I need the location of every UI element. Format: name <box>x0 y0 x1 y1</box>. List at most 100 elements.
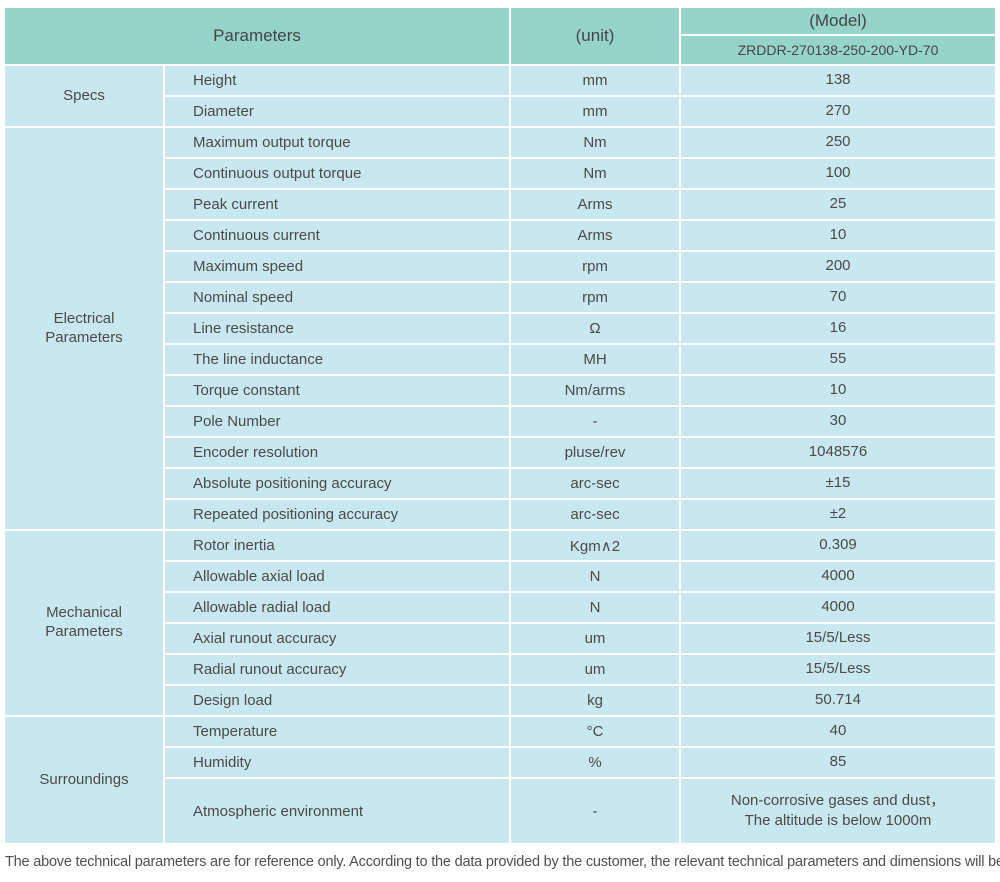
unit-cell: arc-sec <box>511 469 679 498</box>
value-cell: ±15 <box>681 469 995 498</box>
table-row: Maximum speed rpm 200 <box>5 252 995 281</box>
unit-cell: um <box>511 655 679 684</box>
value-cell: 15/5/Less <box>681 624 995 653</box>
param-cell: Continuous current <box>165 221 509 250</box>
table-row: Torque constant Nm/arms 10 <box>5 376 995 405</box>
table-row: Repeated positioning accuracy arc-sec ±2 <box>5 500 995 529</box>
value-cell: 100 <box>681 159 995 188</box>
table-row: Humidity% 85 <box>5 748 995 777</box>
table-row: Axial runout accuracy um 15/5/Less <box>5 624 995 653</box>
param-cell: Continuous output torque <box>165 159 509 188</box>
group-cell-surroundings: Surroundings <box>5 717 163 843</box>
table-row: Allowable radial load N 4000 <box>5 593 995 622</box>
table-row: Allowable axial load N 4000 <box>5 562 995 591</box>
unit-cell: Nm/arms <box>511 376 679 405</box>
footnote: The above technical parameters are for r… <box>5 854 1000 870</box>
table-row: Pole Number -30 <box>5 407 995 436</box>
table-row: Design load kg 50.714 <box>5 686 995 715</box>
table-row: Mechanical Parameters Rotor inertia Kgm∧2 0… <box>5 531 995 715</box>
value-cell: 50.714 <box>681 686 995 715</box>
param-cell: Allowable axial load <box>165 562 509 591</box>
value-cell: 85 <box>681 748 995 777</box>
header-row-top: Parameters (unit) (Model) <box>5 8 995 64</box>
table-row: Line resistance Ω 16 <box>5 314 995 343</box>
value-cell: 30 <box>681 407 995 436</box>
param-cell: Maximum speed <box>165 252 509 281</box>
unit-cell: - <box>511 407 679 436</box>
param-cell: Allowable radial load <box>165 593 509 622</box>
param-cell: Axial runout accuracy <box>165 624 509 653</box>
value-cell: 40 <box>681 717 995 746</box>
param-cell: Rotor inertia <box>165 531 509 560</box>
value-cell: 15/5/Less <box>681 655 995 684</box>
group-cell-mechanical-parameters: Mechanical Parameters <box>5 531 163 715</box>
param-cell: Peak current <box>165 190 509 219</box>
unit-cell: Arms <box>511 190 679 219</box>
value-cell: Non-corrosive gases and dust， The altitu… <box>681 779 995 843</box>
table-row: Radial runout accuracy um 15/5/Less <box>5 655 995 684</box>
value-cell: 55 <box>681 345 995 374</box>
value-cell: 138 <box>681 66 995 95</box>
value-cell: 200 <box>681 252 995 281</box>
unit-cell: N <box>511 562 679 591</box>
value-cell: ±2 <box>681 500 995 529</box>
unit-cell: rpm <box>511 283 679 312</box>
unit-cell: Ω <box>511 314 679 343</box>
table-row: Surroundings Temperature °C 40 <box>5 717 995 843</box>
model-number: ZRDDR-270138-250-200-YD-70 <box>681 36 995 64</box>
param-cell: Design load <box>165 686 509 715</box>
table-row: Specs Height mm 138 <box>5 66 995 126</box>
unit-cell: rpm <box>511 252 679 281</box>
unit-cell: Kgm∧2 <box>511 531 679 560</box>
param-cell: Nominal speed <box>165 283 509 312</box>
table-row: Diameter mm 270 <box>5 97 995 126</box>
param-cell: Repeated positioning accuracy <box>165 500 509 529</box>
unit-cell: arc-sec <box>511 500 679 529</box>
param-cell: Height <box>165 66 509 95</box>
unit-cell: % <box>511 748 679 777</box>
value-cell: 10 <box>681 221 995 250</box>
value-cell: 4000 <box>681 562 995 591</box>
param-cell: Line resistance <box>165 314 509 343</box>
value-cell: 0.309 <box>681 531 995 560</box>
table-row: Electrical Parameters Maximum output torq… <box>5 128 995 529</box>
table-row: Continuous output torque Nm 100 <box>5 159 995 188</box>
param-cell: Maximum output torque <box>165 128 509 157</box>
table-row: Peak current Arms 25 <box>5 190 995 219</box>
unit-cell: Nm <box>511 159 679 188</box>
group-cell-specs: Specs <box>5 66 163 126</box>
table-row: Atmospheric environment - Non-corrosive ga… <box>5 779 995 843</box>
value-cell: 250 <box>681 128 995 157</box>
unit-cell: - <box>511 779 679 843</box>
unit-cell: um <box>511 624 679 653</box>
value-cell: 25 <box>681 190 995 219</box>
unit-cell: MH <box>511 345 679 374</box>
param-cell: Atmospheric environment <box>165 779 509 843</box>
param-cell: Temperature <box>165 717 509 746</box>
param-cell: Diameter <box>165 97 509 126</box>
table-row: The line inductance MH 55 <box>5 345 995 374</box>
spec-table-header: Parameters (unit) (Model) ZRDDR-270138-2… <box>5 8 995 64</box>
table-row: Encoder resolution pluse/rev 1048576 <box>5 438 995 467</box>
value-cell: 70 <box>681 283 995 312</box>
value-cell: 16 <box>681 314 995 343</box>
param-cell: Radial runout accuracy <box>165 655 509 684</box>
unit-cell: mm <box>511 97 679 126</box>
unit-cell: Arms <box>511 221 679 250</box>
unit-cell: °C <box>511 717 679 746</box>
table-row: Nominal speed rpm 70 <box>5 283 995 312</box>
spec-table: Parameters (unit) (Model) ZRDDR-270138-2… <box>3 6 997 845</box>
unit-cell: pluse/rev <box>511 438 679 467</box>
header-parameters: Parameters <box>5 8 509 64</box>
table-row: Continuous current Arms 10 <box>5 221 995 250</box>
header-unit: (unit) <box>511 8 679 64</box>
unit-cell: N <box>511 593 679 622</box>
unit-cell: kg <box>511 686 679 715</box>
param-cell: Pole Number <box>165 407 509 436</box>
param-cell: The line inductance <box>165 345 509 374</box>
param-cell: Absolute positioning accuracy <box>165 469 509 498</box>
param-cell: Encoder resolution <box>165 438 509 467</box>
group-cell-electrical-parameters: Electrical Parameters <box>5 128 163 529</box>
param-cell: Humidity <box>165 748 509 777</box>
